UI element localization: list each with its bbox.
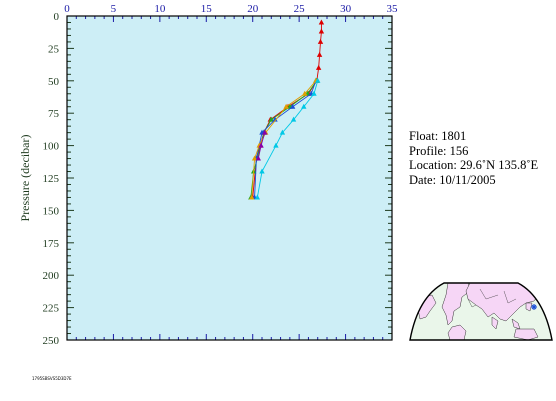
x-tick-label: 10 — [154, 3, 166, 15]
x-tick-label: 30 — [340, 3, 352, 15]
data-point — [318, 19, 325, 25]
footer-note: 1795SBSVS5D3D7E — [32, 376, 72, 381]
y-tick-label: 225 — [43, 303, 60, 315]
series-line-1 — [250, 80, 318, 198]
data-point — [255, 155, 261, 161]
data-point — [258, 142, 264, 148]
data-point — [249, 194, 255, 200]
float-info: Float: 1801 Profile: 156 Location: 29.6˚… — [409, 129, 538, 187]
data-point — [259, 168, 265, 174]
data-point — [262, 129, 268, 135]
y-tick-label: 200 — [43, 270, 60, 282]
y-tick-label: 25 — [48, 43, 60, 55]
y-tick-label: 150 — [43, 205, 60, 217]
y-tick-label: 0 — [54, 11, 60, 23]
x-tick-label: 15 — [201, 3, 213, 15]
data-point — [289, 103, 296, 109]
data-point — [268, 116, 274, 122]
x-tick-label: 5 — [111, 3, 117, 15]
x-tick-label: 0 — [64, 3, 70, 15]
x-tick-label: 20 — [247, 3, 259, 15]
data-point — [251, 155, 258, 161]
y-tick-label: 125 — [43, 173, 60, 185]
data-point — [315, 64, 322, 70]
plot-area — [67, 16, 392, 340]
data-point — [283, 103, 289, 109]
data-point — [290, 116, 297, 122]
x-tick-label: 25 — [294, 3, 306, 15]
data-point — [272, 116, 278, 122]
data-point — [279, 129, 286, 135]
data-point — [317, 38, 324, 44]
date: Date: 10/11/2005 — [409, 172, 496, 187]
y-axis-label: Pressure (decibar) — [18, 135, 32, 222]
y-tick-label: 50 — [48, 76, 60, 88]
data-point — [315, 77, 321, 83]
profile-number: Profile: 156 — [409, 143, 469, 158]
float-location-marker — [531, 304, 537, 310]
data-point — [254, 194, 261, 200]
y-tick-label: 75 — [48, 108, 60, 120]
series-line-5 — [256, 80, 319, 198]
data-series — [248, 19, 325, 200]
y-tick-label: 100 — [43, 141, 60, 153]
data-point — [273, 142, 279, 148]
data-point — [316, 51, 323, 57]
data-point — [318, 28, 325, 34]
plot-frame — [66, 15, 393, 341]
world-map — [409, 282, 553, 341]
location: Location: 29.6˚N 135.8˚E — [409, 158, 539, 172]
x-tick-label: 35 — [387, 3, 399, 15]
map-border — [409, 282, 553, 341]
data-point — [311, 90, 317, 96]
data-point — [302, 90, 308, 96]
y-tick-label: 250 — [43, 335, 60, 347]
float-id: Float: 1801 — [409, 129, 467, 143]
data-point — [301, 103, 307, 109]
y-tick-label: 175 — [43, 238, 60, 250]
tick-labels: 0 5 10 15 20 25 30 35 0 25 50 75 100 125 150 175 200 225 2… — [43, 3, 399, 347]
